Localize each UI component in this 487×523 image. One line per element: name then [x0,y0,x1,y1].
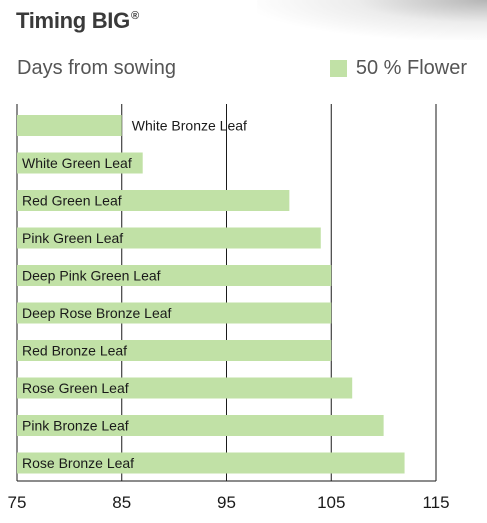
tick-label-95: 95 [217,493,236,512]
bar-4 [17,265,332,286]
legend: 50 % Flower [329,57,467,80]
bar-label-3: Pink Green Leaf [22,230,123,246]
bar-7 [17,377,353,399]
tick-label-105: 105 [317,493,345,512]
bar-label-7: Rose Green Leaf [22,380,129,396]
bar-2 [17,190,290,211]
bar-3 [17,227,321,249]
tick-label-115: 115 [422,493,449,512]
bar-label-0: White Bronze Leaf [132,118,247,134]
bar-9 [17,452,405,474]
bar-label-8: Pink Bronze Leaf [22,418,129,434]
registered-mark: ® [130,10,139,22]
bar-8 [17,415,384,436]
bar-5 [17,302,332,324]
legend-swatch [329,60,347,77]
bar-label-5: Deep Rose Bronze Leaf [22,305,172,321]
bar-label-2: Red Green Leaf [22,193,122,209]
bar-label-1: White Green Leaf [22,155,132,171]
bar-1 [17,152,143,174]
legend-label: 50 % Flower [355,57,467,79]
tick-label-75: 75 [8,493,27,512]
chart-title-text: Timing BIG [16,8,130,33]
axis-caption: Days from sowing [17,57,176,79]
bar-label-6: Red Bronze Leaf [22,343,127,359]
bar-label-9: Rose Bronze Leaf [22,455,134,471]
chart-title: Timing BIG® [16,8,139,34]
bar-label-4: Deep Pink Green Leaf [22,268,161,284]
bar-6 [17,340,332,361]
tick-label-85: 85 [112,493,131,512]
bar-0 [17,115,122,136]
